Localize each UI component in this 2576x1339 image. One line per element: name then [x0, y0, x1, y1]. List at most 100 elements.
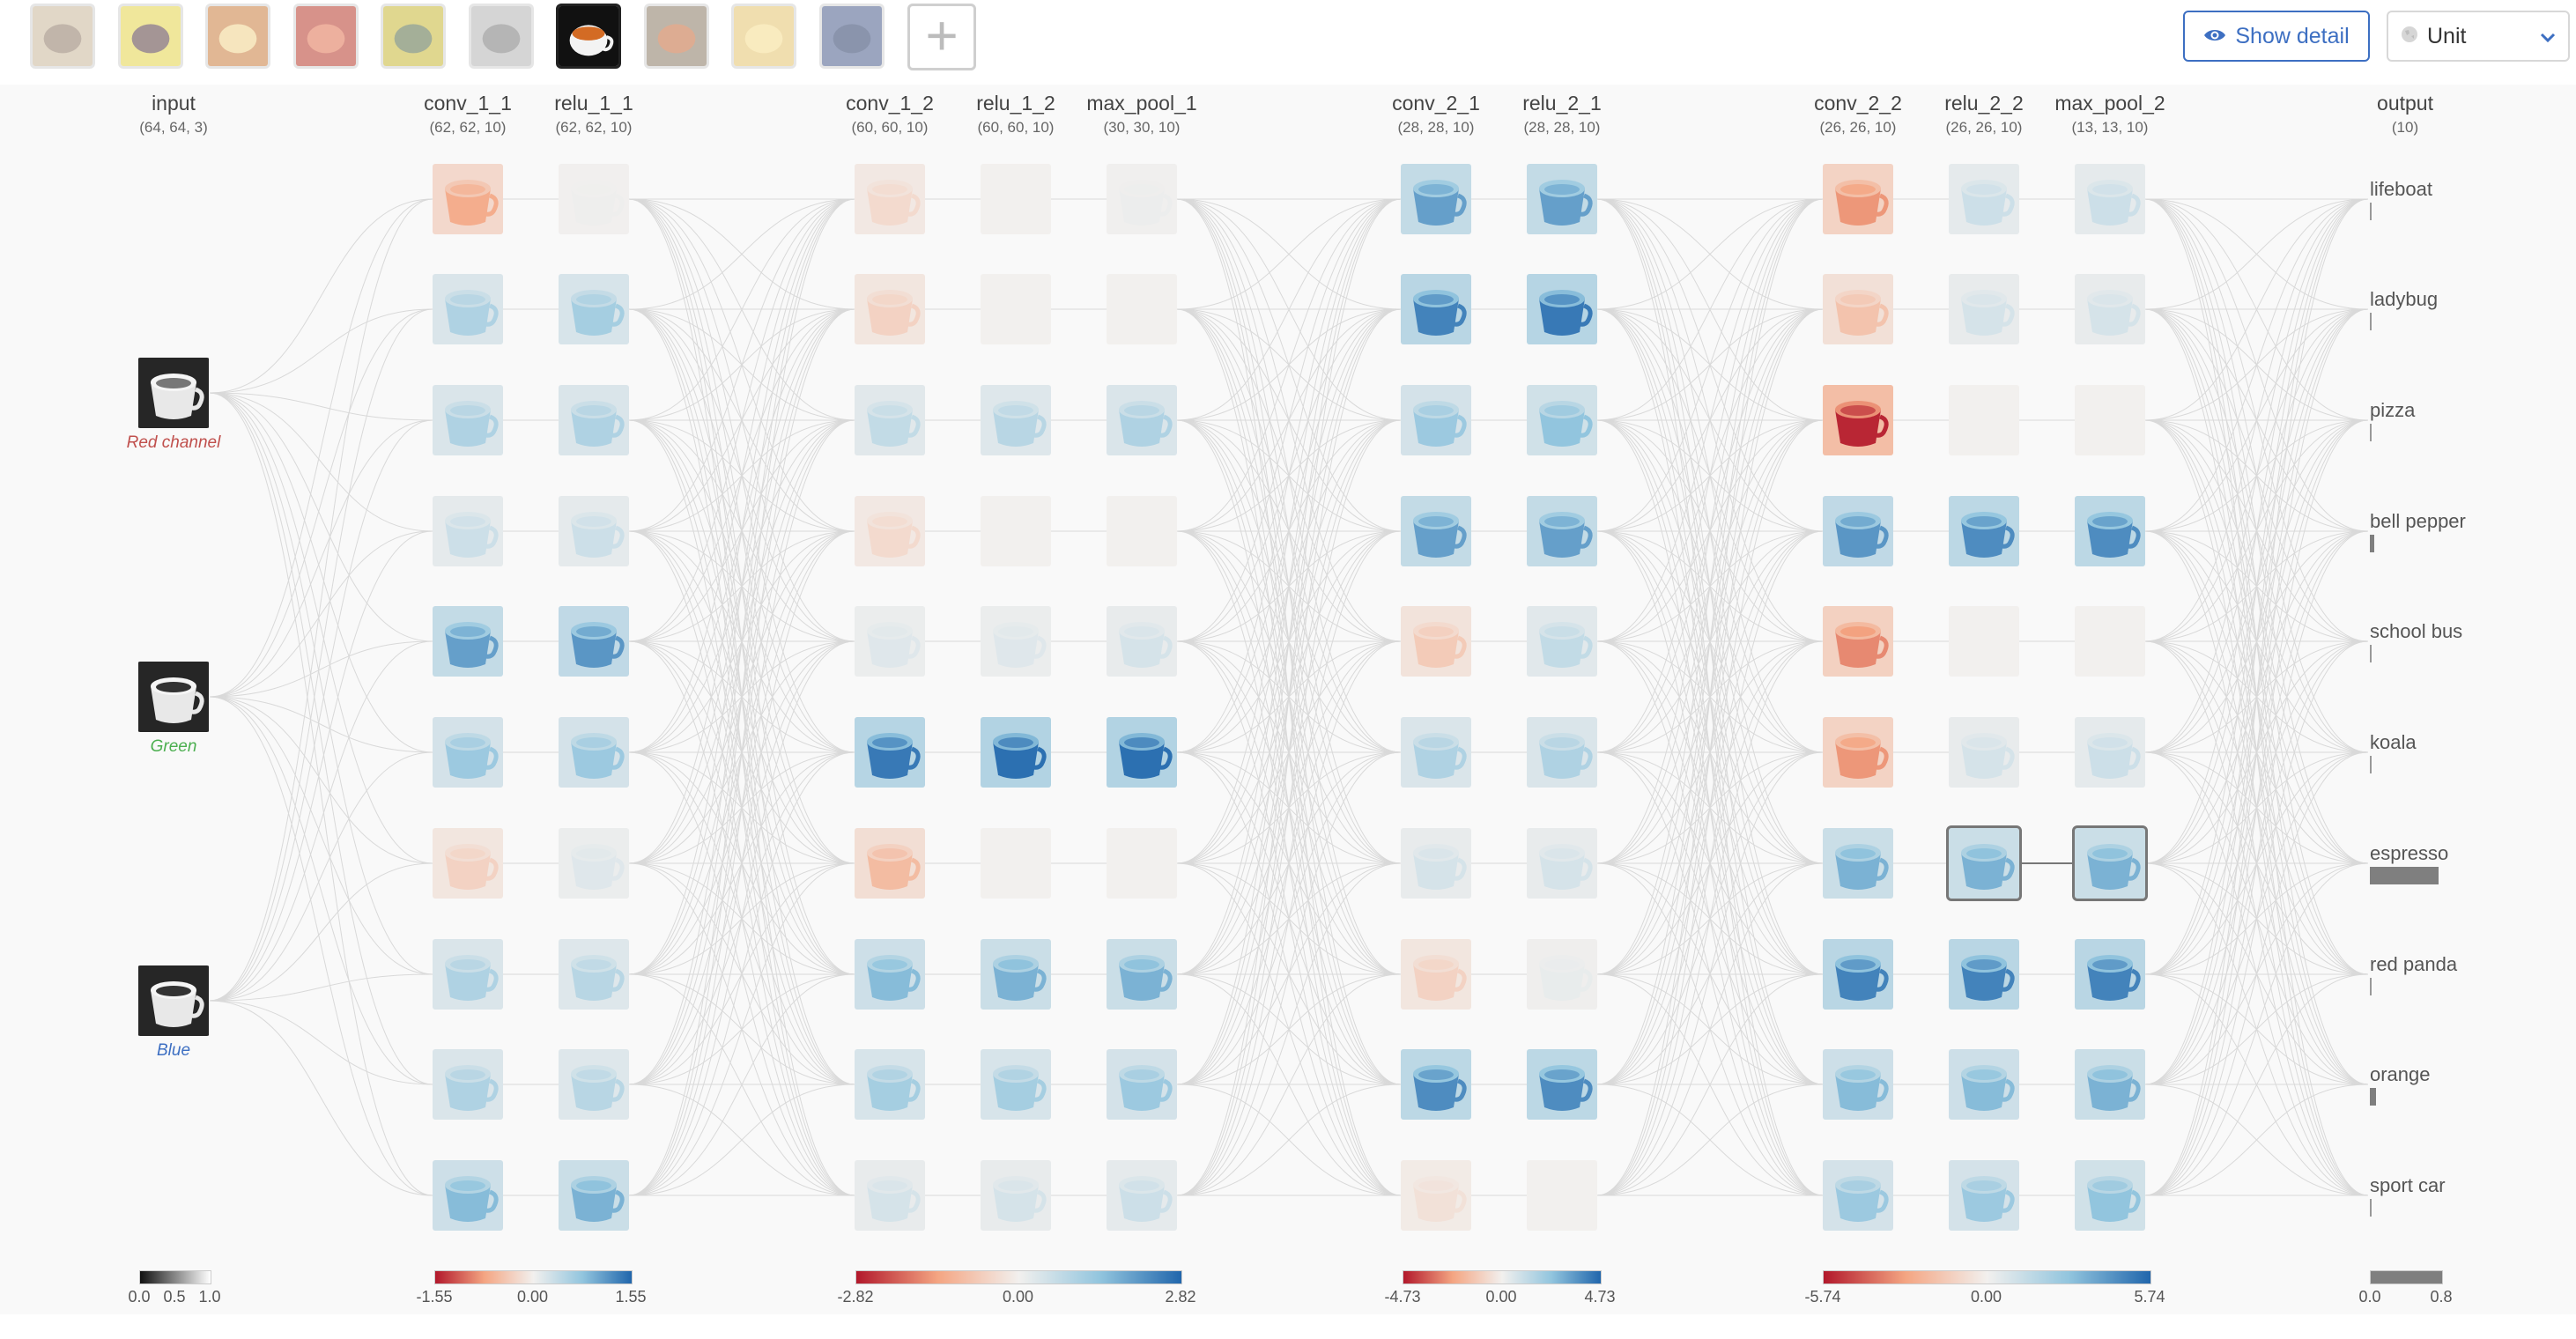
unit-conv_1_1-8[interactable] — [433, 1049, 503, 1120]
output-class-label[interactable]: pizza — [2370, 399, 2416, 421]
unit-conv_1_1-6[interactable] — [433, 828, 503, 899]
output-class-label[interactable]: sport car — [2370, 1174, 2446, 1196]
unit-relu_1_1-8[interactable] — [559, 1049, 629, 1120]
unit-max_pool_2-2[interactable] — [2075, 385, 2145, 455]
unit-conv_2_1-3[interactable] — [1401, 496, 1471, 566]
thumbnail-school-bus[interactable] — [381, 4, 446, 69]
add-image-button[interactable]: + — [907, 4, 976, 70]
unit-relu_1_2-9[interactable] — [981, 1160, 1051, 1231]
scale-select[interactable]: Unit — [2387, 11, 2570, 62]
unit-max_pool_2-1[interactable] — [2075, 274, 2145, 344]
unit-max_pool_2-0[interactable] — [2075, 164, 2145, 234]
unit-conv_2_2-0[interactable] — [1823, 164, 1893, 234]
unit-conv_1_2-2[interactable] — [855, 385, 925, 455]
unit-relu_2_2-9[interactable] — [1949, 1160, 2019, 1231]
unit-conv_2_1-8[interactable] — [1401, 1049, 1471, 1120]
unit-relu_1_1-5[interactable] — [559, 717, 629, 788]
unit-conv_1_2-8[interactable] — [855, 1049, 925, 1120]
input-channel-0[interactable] — [137, 358, 210, 428]
unit-relu_1_2-8[interactable] — [981, 1049, 1051, 1120]
unit-conv_1_1-7[interactable] — [433, 939, 503, 1010]
unit-max_pool_1-3[interactable] — [1107, 496, 1177, 566]
thumbnail-koala[interactable] — [468, 4, 534, 69]
unit-conv_2_1-5[interactable] — [1401, 717, 1471, 788]
unit-conv_1_2-6[interactable] — [855, 828, 925, 899]
unit-conv_1_1-1[interactable] — [433, 274, 503, 344]
input-channel-2[interactable] — [137, 965, 210, 1036]
unit-conv_1_1-2[interactable] — [433, 385, 503, 455]
unit-conv_2_2-5[interactable] — [1823, 717, 1893, 788]
unit-max_pool_2-9[interactable] — [2075, 1160, 2145, 1231]
unit-conv_2_2-1[interactable] — [1823, 274, 1893, 344]
unit-relu_1_2-5[interactable] — [981, 717, 1051, 788]
output-class-label[interactable]: bell pepper — [2370, 510, 2466, 532]
unit-relu_2_1-3[interactable] — [1527, 496, 1597, 566]
unit-max_pool_1-5[interactable] — [1107, 717, 1177, 788]
unit-relu_2_2-7[interactable] — [1949, 939, 2019, 1010]
unit-conv_1_2-1[interactable] — [855, 274, 925, 344]
unit-conv_1_2-9[interactable] — [855, 1160, 925, 1231]
unit-conv_2_1-2[interactable] — [1401, 385, 1471, 455]
unit-max_pool_1-9[interactable] — [1107, 1160, 1177, 1231]
unit-conv_1_1-9[interactable] — [433, 1160, 503, 1231]
unit-relu_2_1-5[interactable] — [1527, 717, 1597, 788]
unit-relu_2_2-0[interactable] — [1949, 164, 2019, 234]
show-detail-button[interactable]: Show detail — [2183, 11, 2370, 62]
unit-max_pool_2-5[interactable] — [2075, 717, 2145, 788]
unit-conv_1_2-4[interactable] — [855, 606, 925, 677]
thumbnail-bell-pepper[interactable] — [292, 4, 359, 69]
unit-relu_1_1-6[interactable] — [559, 828, 629, 899]
thumbnail-ladybug[interactable] — [117, 4, 183, 69]
output-class-label[interactable]: koala — [2370, 731, 2417, 753]
output-class-label[interactable]: red panda — [2370, 953, 2458, 975]
thumbnail-red-panda[interactable] — [643, 4, 709, 69]
unit-relu_2_2-8[interactable] — [1949, 1049, 2019, 1120]
unit-conv_2_2-8[interactable] — [1823, 1049, 1893, 1120]
input-channel-1[interactable] — [137, 662, 210, 732]
output-class-label[interactable]: school bus — [2370, 620, 2463, 642]
unit-relu_1_1-3[interactable] — [559, 496, 629, 566]
unit-max_pool_1-6[interactable] — [1107, 828, 1177, 899]
thumbnail-pizza[interactable] — [205, 4, 270, 69]
unit-relu_1_2-6[interactable] — [981, 828, 1051, 899]
unit-max_pool_2-3[interactable] — [2075, 496, 2145, 566]
unit-conv_2_2-3[interactable] — [1823, 496, 1893, 566]
unit-conv_1_1-0[interactable] — [433, 164, 503, 234]
unit-relu_2_1-7[interactable] — [1527, 939, 1597, 1010]
unit-relu_2_2-1[interactable] — [1949, 274, 2019, 344]
output-class-label[interactable]: lifeboat — [2370, 178, 2432, 200]
unit-relu_2_2-4[interactable] — [1949, 606, 2019, 677]
thumbnail-espresso[interactable] — [556, 4, 621, 69]
unit-relu_2_1-0[interactable] — [1527, 164, 1597, 234]
unit-max_pool_1-1[interactable] — [1107, 274, 1177, 344]
unit-relu_1_1-0[interactable] — [559, 164, 629, 234]
unit-max_pool_1-8[interactable] — [1107, 1049, 1177, 1120]
unit-relu_1_2-3[interactable] — [981, 496, 1051, 566]
unit-relu_2_2-6[interactable] — [1946, 825, 2022, 901]
unit-conv_2_1-1[interactable] — [1401, 274, 1471, 344]
unit-conv_1_1-5[interactable] — [433, 717, 503, 788]
unit-conv_2_2-7[interactable] — [1823, 939, 1893, 1010]
unit-relu_2_1-2[interactable] — [1527, 385, 1597, 455]
unit-relu_2_2-5[interactable] — [1949, 717, 2019, 788]
thumbnail-orange[interactable] — [731, 4, 796, 69]
unit-conv_1_1-3[interactable] — [433, 496, 503, 566]
unit-conv_1_1-4[interactable] — [433, 606, 503, 677]
unit-relu_2_1-1[interactable] — [1527, 274, 1597, 344]
unit-conv_2_1-4[interactable] — [1401, 606, 1471, 677]
unit-conv_1_2-3[interactable] — [855, 496, 925, 566]
unit-relu_2_1-6[interactable] — [1527, 828, 1597, 899]
unit-relu_1_2-0[interactable] — [981, 164, 1051, 234]
output-class-label[interactable]: espresso — [2370, 842, 2449, 864]
unit-max_pool_1-2[interactable] — [1107, 385, 1177, 455]
output-class-label[interactable]: ladybug — [2370, 288, 2439, 310]
unit-max_pool_2-8[interactable] — [2075, 1049, 2145, 1120]
unit-relu_2_2-3[interactable] — [1949, 496, 2019, 566]
unit-conv_2_1-6[interactable] — [1401, 828, 1471, 899]
thumbnail-lifeboat[interactable] — [30, 4, 95, 69]
unit-conv_2_2-4[interactable] — [1823, 606, 1893, 677]
unit-max_pool_2-4[interactable] — [2075, 606, 2145, 677]
unit-max_pool_1-0[interactable] — [1107, 164, 1177, 234]
unit-relu_2_1-8[interactable] — [1527, 1049, 1597, 1120]
unit-relu_1_2-4[interactable] — [981, 606, 1051, 677]
